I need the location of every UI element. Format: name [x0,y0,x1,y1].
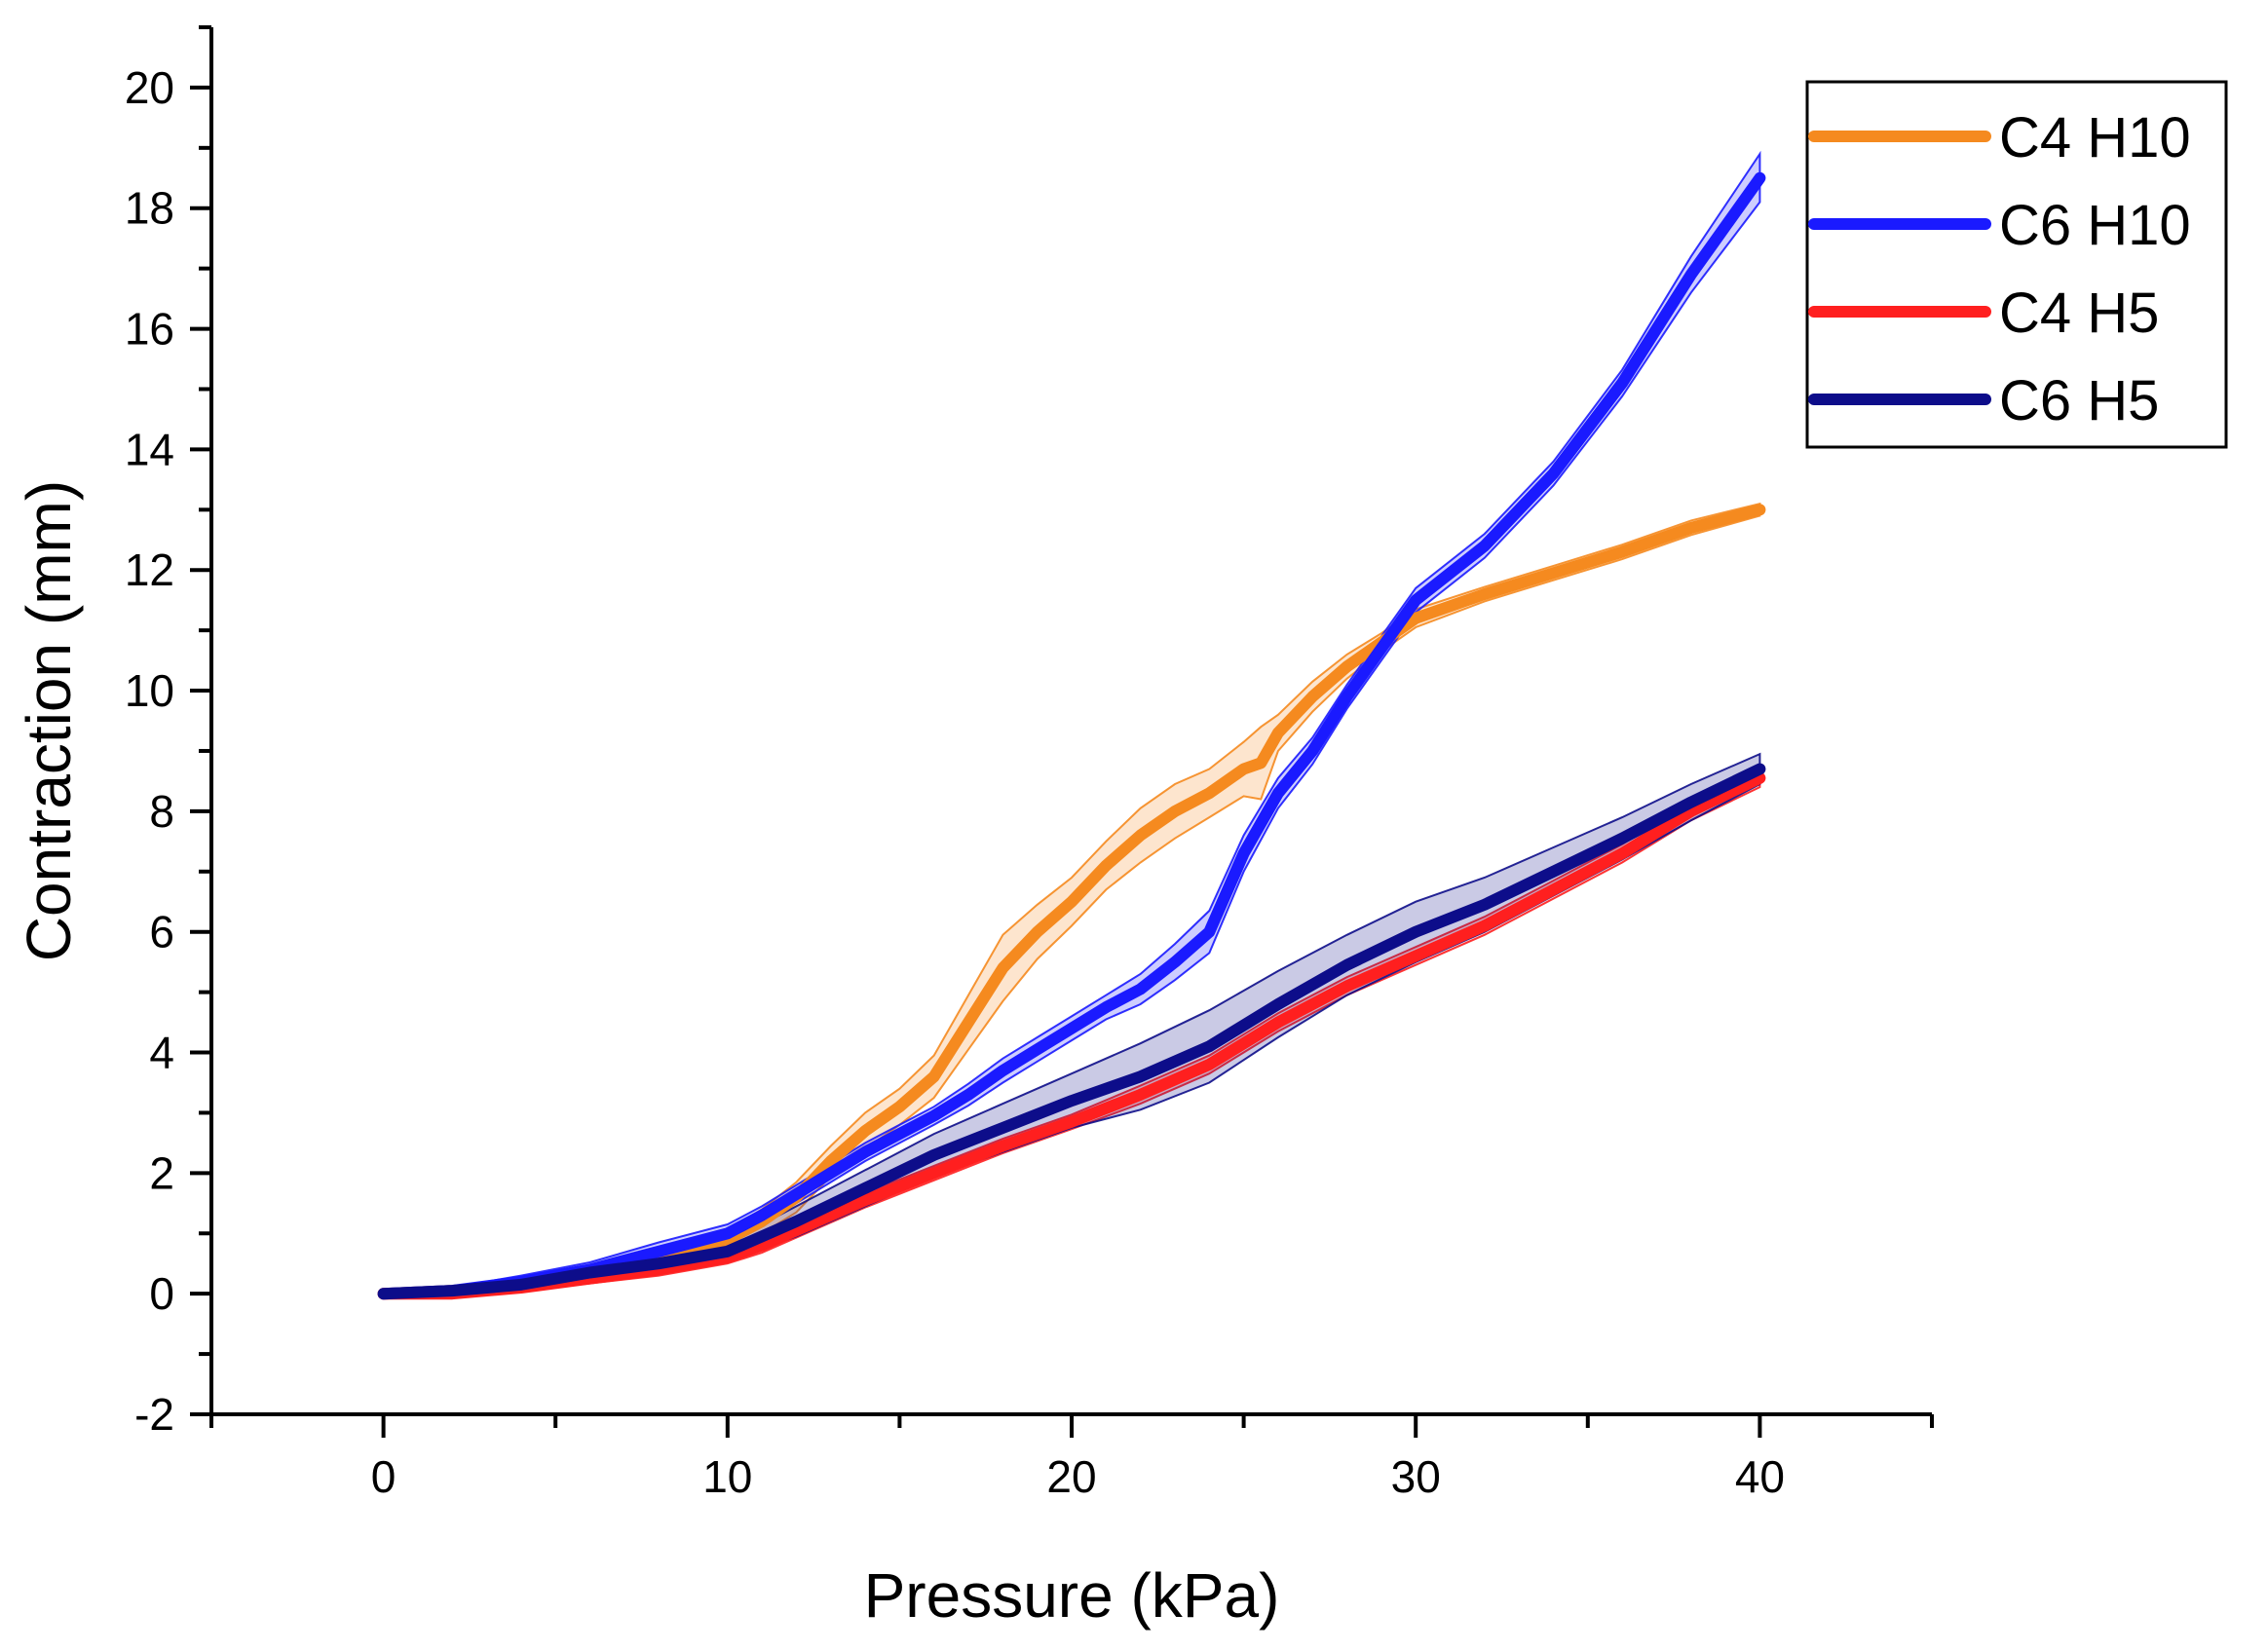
y-tick-label: 18 [125,183,174,234]
series-line-0 [377,504,1766,1300]
y-tick-label: 2 [149,1147,174,1198]
legend-label: C6 H5 [1999,369,2159,432]
error-band-1 [382,150,1761,1296]
x-tick-label: 40 [1735,1451,1785,1502]
x-tick-label: 0 [371,1451,397,1502]
legend-label: C4 H5 [1999,281,2159,345]
y-tick-label: 0 [149,1268,174,1319]
y-tick-label: 12 [125,544,174,595]
x-tick-label: 20 [1046,1451,1096,1502]
y-tick-label: 16 [125,304,174,355]
x-axis-title: Pressure (kPa) [864,1560,1280,1631]
y-tick-label: -2 [134,1389,174,1440]
y-tick-label: 8 [149,786,174,837]
legend-box [1805,80,2228,449]
legend: C4 H10 C6 H10 C4 H5 C6 H5 [1805,80,2228,449]
series-line-3 [377,763,1766,1300]
y-tick-label: 14 [125,424,174,474]
y-tick-label: 20 [125,62,174,113]
legend-label: C6 H10 [1999,194,2191,257]
series-line-1 [377,171,1766,1300]
x-tick-label: 10 [702,1451,752,1502]
y-axis-title: Contraction (mm) [14,480,84,961]
series-line-2 [377,771,1766,1300]
series-lines [377,171,1766,1300]
axes [209,27,1932,1416]
y-tick-label: 6 [149,907,174,957]
y-tick-label: 10 [125,665,174,716]
legend-label: C4 H10 [1999,106,2191,169]
x-ticks: 0 10 20 30 40 [209,1414,1934,1502]
y-ticks: -2 0 2 4 6 8 10 12 14 16 18 20 [125,25,211,1440]
y-tick-label: 4 [149,1028,174,1078]
x-tick-label: 30 [1391,1451,1441,1502]
